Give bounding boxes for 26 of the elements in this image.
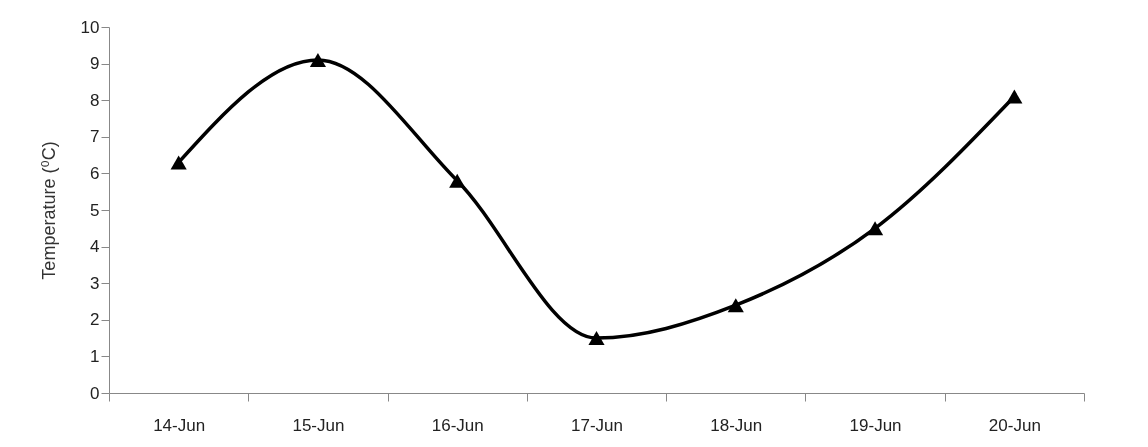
x-tick-label: 19-Jun xyxy=(849,415,902,435)
y-tick-label: 8 xyxy=(90,90,100,110)
x-tick-label: 20-Jun xyxy=(988,415,1041,435)
y-tick-label: 1 xyxy=(90,346,100,366)
point xyxy=(588,331,605,346)
x-tick-label: 15-Jun xyxy=(292,415,345,435)
x-tick-label: 18-Jun xyxy=(710,415,763,435)
point xyxy=(1006,89,1023,104)
x-tick-label: 17-Jun xyxy=(571,415,623,435)
y-tick-label: 10 xyxy=(80,17,100,37)
x-tick-label: 14-Jun xyxy=(153,415,206,435)
y-tick-label: 4 xyxy=(90,237,100,257)
point xyxy=(309,52,326,67)
y-tick-label: 6 xyxy=(90,163,100,183)
point xyxy=(170,155,187,170)
y-tick-label: 7 xyxy=(90,127,100,147)
point xyxy=(449,173,466,188)
y-tick-label: 2 xyxy=(90,310,100,330)
y-tick-label: 0 xyxy=(90,383,100,403)
y-tick-label: 9 xyxy=(90,54,100,74)
y-axis-title: Temperature (⁰C) xyxy=(38,141,59,280)
y-tick-label: 3 xyxy=(90,273,100,293)
x-tick-label: 16-Jun xyxy=(431,415,484,435)
point xyxy=(727,298,744,313)
y-tick-label: 5 xyxy=(90,200,100,220)
point xyxy=(867,221,884,236)
